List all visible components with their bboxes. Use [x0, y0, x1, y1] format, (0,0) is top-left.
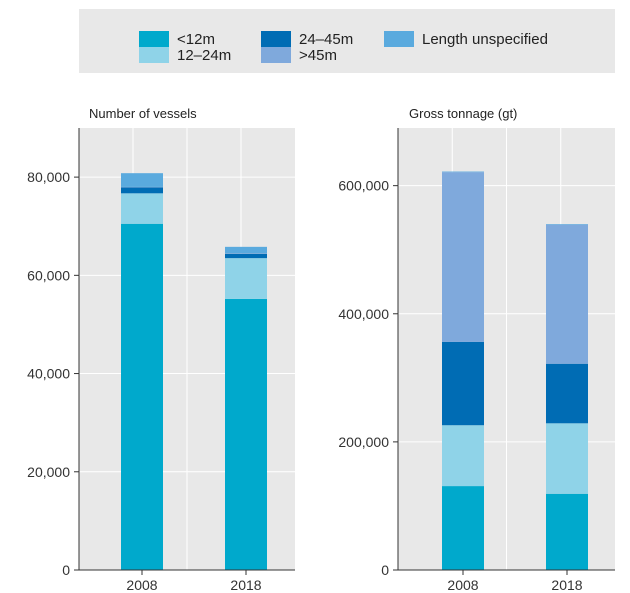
- xtick-label-vessels-1: 2018: [230, 577, 261, 593]
- ytick-label-vessels-2: 40,000: [27, 366, 70, 382]
- legend-label-24-45m: 24–45m: [299, 30, 354, 48]
- bar-tonnage-2018-series-0: [546, 493, 588, 570]
- bar-tonnage-2018-series-2: [546, 363, 588, 424]
- ytick-label-tonnage-3: 600,000: [338, 178, 389, 194]
- bar-vessels-2008-series-2: [121, 187, 163, 194]
- legend: <12m 12–24m 24–45m >45m Length unspecifi…: [79, 9, 615, 73]
- legend-item-length-unspecified: Length unspecified: [384, 31, 548, 47]
- bar-tonnage-2008-series-4: [442, 171, 484, 173]
- legend-item-gt45m: >45m: [261, 47, 337, 63]
- bar-vessels-2018-series-4: [225, 246, 267, 254]
- xtick-label-vessels-0: 2008: [126, 577, 157, 593]
- bar-vessels-2008-series-1: [121, 193, 163, 224]
- ytick-label-tonnage-1: 200,000: [338, 434, 389, 450]
- bar-vessels-2008-series-4: [121, 173, 163, 187]
- ytick-label-tonnage-2: 400,000: [338, 306, 389, 322]
- chart-title-tonnage: Gross tonnage (gt): [409, 106, 518, 121]
- ytick-label-vessels-3: 60,000: [27, 267, 70, 283]
- legend-item-24-45m: 24–45m: [261, 31, 353, 47]
- xtick-label-tonnage-0: 2008: [447, 577, 478, 593]
- legend-label-gt45m: >45m: [299, 46, 337, 64]
- bar-vessels-2018-series-1: [225, 258, 267, 299]
- bar-tonnage-2008-series-2: [442, 341, 484, 426]
- bar-tonnage-2008-series-1: [442, 425, 484, 487]
- chart-title-vessels: Number of vessels: [89, 106, 197, 121]
- bar-tonnage-2018-series-4: [546, 224, 588, 225]
- legend-swatch-12-24m: [139, 47, 169, 63]
- legend-swatch-lt12m: [139, 31, 169, 47]
- legend-swatch-24-45m: [261, 31, 291, 47]
- legend-label-length-unspecified: Length unspecified: [422, 30, 548, 48]
- ytick-label-vessels-1: 20,000: [27, 464, 70, 480]
- bar-vessels-2018-series-0: [225, 298, 267, 570]
- legend-item-12-24m: 12–24m: [139, 47, 231, 63]
- bar-tonnage-2018-series-3: [546, 224, 588, 364]
- bar-vessels-2018-series-2: [225, 253, 267, 259]
- legend-label-12-24m: 12–24m: [177, 46, 232, 64]
- ytick-label-vessels-0: 0: [62, 562, 70, 578]
- bar-tonnage-2008-series-0: [442, 486, 484, 570]
- legend-item-lt12m: <12m: [139, 31, 215, 47]
- ytick-label-vessels-4: 80,000: [27, 169, 70, 185]
- legend-label-lt12m: <12m: [177, 30, 215, 48]
- ytick-label-tonnage-0: 0: [381, 562, 389, 578]
- bar-tonnage-2018-series-1: [546, 423, 588, 494]
- xtick-label-tonnage-1: 2018: [551, 577, 582, 593]
- bar-tonnage-2008-series-3: [442, 172, 484, 342]
- legend-swatch-gt45m: [261, 47, 291, 63]
- legend-swatch-length-unspecified: [384, 31, 414, 47]
- bar-vessels-2008-series-0: [121, 223, 163, 570]
